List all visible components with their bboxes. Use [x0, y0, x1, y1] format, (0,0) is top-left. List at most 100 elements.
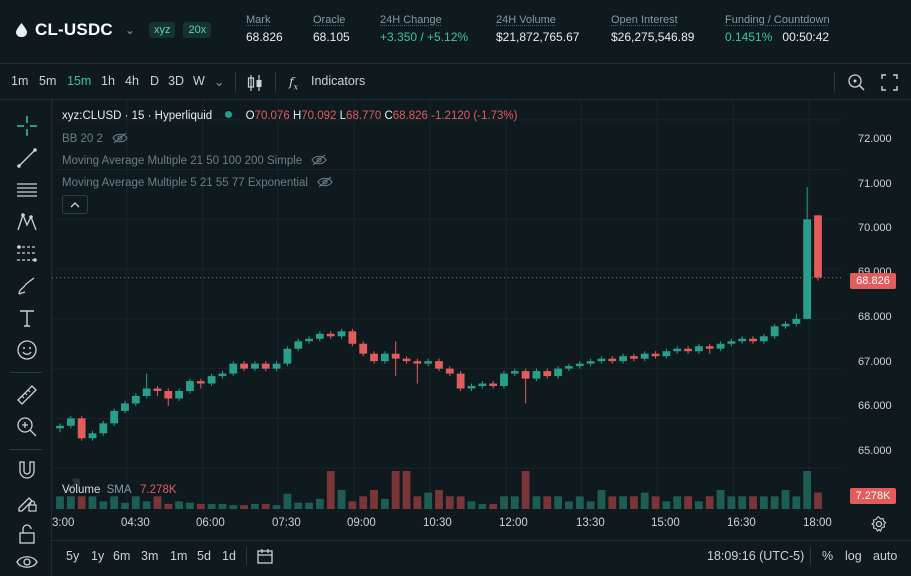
volume-bar	[705, 496, 714, 509]
range-3m[interactable]: 3m	[141, 549, 159, 563]
time-label: 10:30	[423, 517, 452, 529]
auto-scale-toggle[interactable]: auto	[873, 549, 898, 563]
volume-sma-value: 7.278K	[140, 484, 177, 496]
trendline-icon[interactable]	[15, 146, 39, 170]
zoom-in-icon[interactable]	[15, 415, 39, 439]
volume-bar	[716, 490, 725, 509]
legend-high: 70.092	[301, 110, 337, 122]
range-1m[interactable]: 1m	[170, 549, 188, 563]
volume-bar	[56, 496, 64, 509]
candle-body	[673, 348, 682, 352]
candle-body	[565, 366, 573, 369]
candle-body	[543, 371, 552, 377]
candle-body	[467, 386, 476, 389]
volume-bar	[532, 496, 541, 509]
candle-body	[66, 418, 75, 426]
clock-timezone[interactable]: 18:09:16 (UTC-5)	[707, 549, 805, 563]
percent-scale-toggle[interactable]: %	[822, 549, 834, 563]
time-label: 06:00	[196, 517, 225, 529]
current-price-tag: 68.826	[850, 273, 896, 289]
dex-badge: xyz	[148, 22, 176, 38]
eye-icon[interactable]	[15, 550, 39, 574]
unlock-icon[interactable]	[15, 522, 39, 546]
volume-bar	[478, 503, 487, 509]
interval-w[interactable]: W	[193, 74, 205, 88]
volume-bar	[88, 496, 97, 509]
indicator-bb[interactable]: BB 20 2	[62, 132, 128, 145]
candle-body	[684, 348, 692, 352]
volume-tag: 7.278K	[850, 488, 896, 504]
interval-15m[interactable]: 15m	[67, 74, 92, 88]
collapse-legend-button[interactable]	[62, 195, 88, 214]
candle-body	[99, 423, 108, 434]
time-label: 07:30	[272, 517, 301, 529]
volume-bar	[348, 501, 357, 509]
indicator-ma-exponential[interactable]: Moving Average Multiple 5 21 55 77 Expon…	[62, 176, 333, 189]
fib-retracement-icon[interactable]	[15, 242, 39, 266]
price-chart[interactable]: ↗	[52, 100, 842, 512]
volume-bar	[391, 471, 400, 509]
snapshot-icon[interactable]	[847, 73, 865, 91]
volume-bar	[608, 496, 617, 509]
calendar-range-icon[interactable]	[256, 547, 274, 565]
magnet-icon[interactable]	[15, 458, 39, 482]
interval-5m[interactable]: 5m	[39, 74, 57, 88]
ruler-icon[interactable]	[15, 383, 39, 407]
volume-bar	[66, 496, 75, 509]
chevron-down-icon[interactable]: ⌄	[124, 23, 135, 37]
eye-hidden-icon[interactable]	[317, 176, 333, 188]
volume-bar	[586, 501, 595, 509]
candle-body	[435, 361, 443, 369]
range-5d[interactable]: 5d	[197, 549, 211, 563]
range-6m[interactable]: 6m	[113, 549, 131, 563]
candle-body	[705, 346, 714, 349]
candle-body	[153, 388, 162, 391]
candle-body	[554, 368, 563, 377]
crosshair-icon[interactable]	[15, 114, 39, 138]
candle-body	[240, 363, 248, 369]
eye-hidden-icon[interactable]	[112, 132, 128, 144]
lock-drawings-icon[interactable]	[15, 490, 39, 514]
volume-bar	[218, 503, 227, 509]
interval-d[interactable]: D	[150, 74, 160, 88]
time-label: 18:00	[803, 517, 832, 529]
interval-3d[interactable]: 3D	[168, 74, 184, 88]
range-1d[interactable]: 1d	[222, 549, 236, 563]
text-icon[interactable]	[15, 306, 39, 330]
candle-body	[326, 333, 335, 337]
price-label: 72.000	[858, 133, 892, 145]
interval-1m[interactable]: 1m	[11, 74, 29, 88]
interval-more-chevron-icon[interactable]: ⌄	[214, 75, 225, 89]
volume-bar	[814, 492, 822, 509]
candle-body	[305, 338, 313, 342]
eye-hidden-icon[interactable]	[311, 154, 328, 166]
range-5y[interactable]: 5y	[66, 549, 80, 563]
candle-body	[489, 383, 498, 387]
candle-style-icon[interactable]	[247, 74, 263, 92]
horizontal-lines-icon[interactable]	[15, 178, 39, 202]
log-scale-toggle[interactable]: log	[845, 549, 862, 563]
interval-1h[interactable]: 1h	[101, 74, 115, 88]
candle-body	[727, 341, 736, 344]
legend-open: 70.076	[254, 110, 290, 122]
brush-icon[interactable]	[15, 274, 39, 298]
candle-body	[229, 363, 238, 374]
divider	[246, 547, 247, 565]
divider	[275, 72, 276, 92]
pattern-icon[interactable]	[15, 210, 39, 234]
interval-4h[interactable]: 4h	[125, 74, 139, 88]
candle-body	[651, 353, 660, 357]
volume-bar	[651, 496, 660, 509]
indicators-button[interactable]: Indicators	[311, 74, 366, 88]
indicators-fx-icon[interactable]: fx	[289, 74, 299, 92]
emoji-icon[interactable]	[15, 338, 39, 362]
settings-gear-icon[interactable]	[871, 516, 887, 532]
volume-bar	[759, 496, 768, 509]
volume-bar	[554, 496, 563, 509]
symbol-selector[interactable]: CL-USDC ⌄ xyz 20x	[16, 20, 212, 40]
indicator-ma-simple[interactable]: Moving Average Multiple 21 50 100 200 Si…	[62, 154, 328, 167]
range-1y[interactable]: 1y	[91, 549, 105, 563]
fullscreen-icon[interactable]	[881, 74, 898, 91]
candle-body	[77, 418, 86, 439]
volume-bar	[781, 490, 790, 509]
